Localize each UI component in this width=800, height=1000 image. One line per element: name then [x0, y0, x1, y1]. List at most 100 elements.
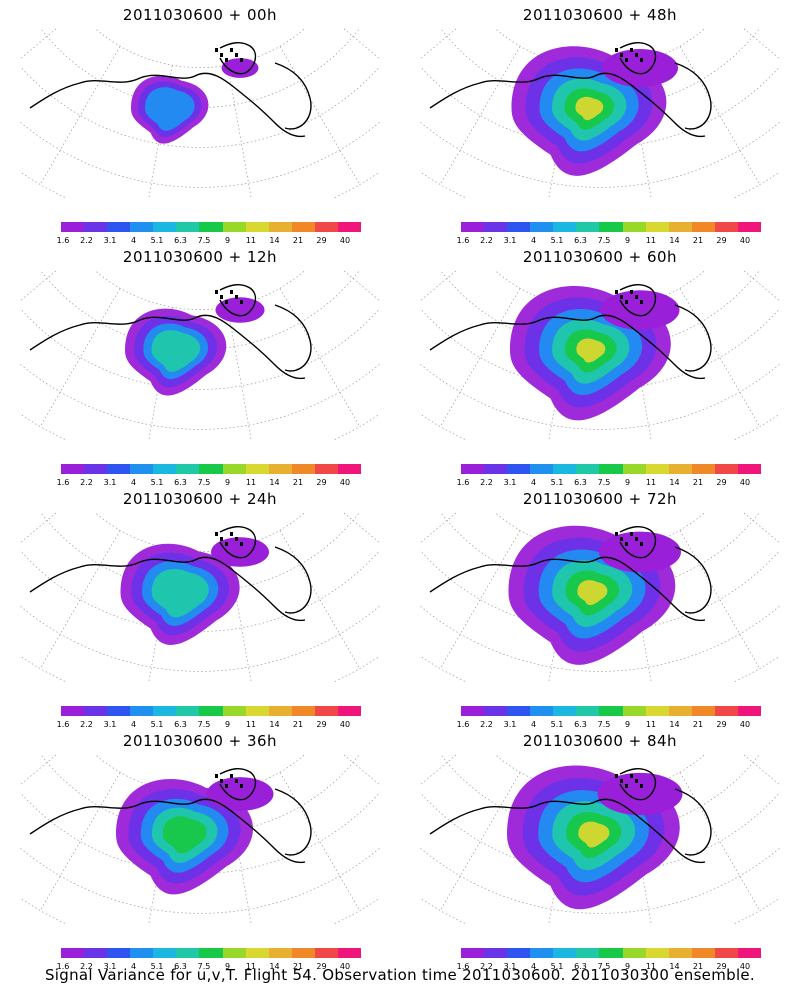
colorbar-label: 9: [624, 478, 631, 487]
colorbar-label: 9: [624, 236, 631, 245]
longitude-line: [279, 288, 361, 428]
longitude-line: [39, 772, 121, 912]
colorbar-label: 11: [645, 962, 657, 971]
variance-contour: [151, 330, 201, 372]
colorbar-label: 7.5: [197, 478, 211, 487]
colorbar-label: 2.2: [480, 478, 493, 487]
colorbar-label: 40: [739, 478, 751, 487]
colorbar-label: 14: [269, 962, 280, 971]
coastline: [29, 525, 312, 622]
colorbar-label: 29: [716, 720, 727, 729]
colorbar-swatch: [337, 464, 362, 474]
colorbar-swatch: [61, 706, 85, 716]
longitude-line: [627, 65, 652, 198]
longitude-line: [227, 307, 252, 440]
longitude-line: [20, 28, 58, 60]
island: [635, 537, 638, 541]
colorbar: [461, 464, 762, 474]
polar-map: [420, 28, 780, 198]
colorbar-swatch: [314, 464, 338, 474]
colorbar-swatch: [645, 948, 669, 958]
island: [230, 532, 233, 536]
colorbar-label: 21: [292, 720, 304, 729]
colorbar-swatch: [176, 222, 200, 232]
colorbar-swatch: [268, 222, 292, 232]
colorbar-swatch: [222, 948, 246, 958]
colorbar-label: 4: [130, 962, 137, 971]
colorbar-label: 2.2: [80, 236, 93, 245]
colorbar-label: 7.5: [597, 478, 611, 487]
colorbar-label: 21: [692, 478, 704, 487]
colorbar-swatch: [553, 464, 577, 474]
colorbar-swatch: [337, 222, 362, 232]
colorbar: [461, 948, 762, 958]
island: [620, 537, 623, 541]
island: [625, 542, 628, 546]
colorbar-label: 3.1: [503, 962, 517, 971]
island: [620, 779, 623, 783]
colorbar-label: 29: [716, 962, 727, 971]
colorbar-swatch: [153, 464, 177, 474]
colorbar-label: 14: [669, 478, 680, 487]
latitude-line: [440, 270, 760, 350]
island: [625, 784, 628, 788]
colorbar-label: 3.1: [503, 236, 517, 245]
colorbar-swatch: [576, 706, 600, 716]
longitude-line: [39, 46, 121, 186]
longitude-line: [548, 549, 573, 682]
colorbar-swatch: [130, 706, 154, 716]
colorbar-label: 21: [692, 236, 704, 245]
colorbar-label: 3.1: [103, 962, 117, 971]
colorbar-label: 3.1: [103, 720, 117, 729]
longitude-line: [439, 46, 521, 186]
island: [635, 295, 638, 299]
colorbar-label: 21: [292, 236, 304, 245]
panel-title: 2011030600 + 60h: [522, 248, 678, 266]
colorbar-swatch: [199, 464, 223, 474]
colorbar-label: 21: [292, 478, 304, 487]
colorbar-label: 40: [739, 720, 751, 729]
island: [640, 784, 643, 788]
coastline: [29, 283, 312, 380]
colorbar-label: 29: [316, 962, 327, 971]
longitude-line: [742, 28, 780, 60]
coastline: [429, 767, 712, 864]
island: [625, 300, 628, 304]
colorbar-label: 29: [316, 236, 327, 245]
island: [230, 48, 233, 52]
colorbar-swatch: [576, 222, 600, 232]
colorbar-swatch: [599, 222, 623, 232]
longitude-line: [20, 270, 58, 302]
colorbar-label: 11: [645, 236, 657, 245]
colorbar-swatch: [645, 464, 669, 474]
map-panel: 2011030600 + 12h 1.6 2.2 3.1 4 5.1 6.3 7.5 9 11 14…: [0, 242, 400, 487]
variance-contour: [206, 777, 274, 811]
island: [215, 774, 218, 778]
colorbar-label: 4: [530, 962, 537, 971]
longitude-line: [279, 772, 361, 912]
island: [615, 290, 618, 294]
colorbar-swatch: [337, 948, 362, 958]
island: [630, 532, 633, 536]
colorbar-label: 1.6: [56, 962, 70, 971]
island: [225, 784, 228, 788]
polar-map: [20, 754, 380, 924]
island: [240, 58, 243, 62]
colorbar-label: 14: [269, 478, 280, 487]
colorbar-swatch: [737, 222, 762, 232]
longitude-line: [627, 307, 652, 440]
colorbar-swatch: [222, 222, 246, 232]
colorbar-label: 2.2: [480, 720, 493, 729]
colorbar-label: 14: [269, 720, 280, 729]
longitude-line: [342, 512, 380, 544]
colorbar-label: 9: [224, 478, 231, 487]
colorbar-label: 4: [130, 478, 137, 487]
polar-map: [20, 28, 380, 198]
colorbar-swatch: [461, 948, 485, 958]
colorbar-label: 11: [245, 478, 257, 487]
coastline: [429, 41, 712, 138]
colorbar-swatch: [291, 464, 315, 474]
panel-title: 2011030600 + 84h: [522, 732, 678, 750]
map-panel: 2011030600 + 72h 1.6 2.2 3.1 4 5.1 6.3 7.5 9 11 14…: [400, 484, 800, 729]
colorbar-label: 5.1: [150, 478, 164, 487]
